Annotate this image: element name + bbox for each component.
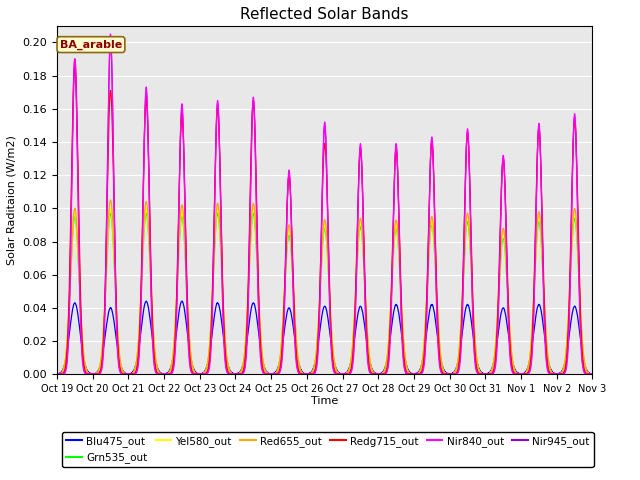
Line: Grn535_out: Grn535_out <box>57 213 593 374</box>
Nir840_out <box>476 372 483 377</box>
Grn535_out <box>305 371 312 377</box>
Nir840_out <box>107 31 115 37</box>
Redg715_out <box>476 371 483 376</box>
Nir840_out <box>150 356 157 361</box>
X-axis label: Time: Time <box>311 396 339 406</box>
Blu475_out <box>53 371 61 377</box>
Blu475_out <box>445 371 452 377</box>
Nir840_out <box>124 372 132 377</box>
Nir945_out <box>589 372 596 377</box>
Blu475_out <box>150 343 157 349</box>
Yel580_out <box>445 372 452 377</box>
Legend: Blu475_out, Grn535_out, Yel580_out, Red655_out, Redg715_out, Nir840_out, Nir945_: Blu475_out, Grn535_out, Yel580_out, Red6… <box>62 432 593 467</box>
Redg715_out <box>160 372 168 377</box>
Grn535_out <box>588 372 596 377</box>
Redg715_out <box>150 339 157 345</box>
Grn535_out <box>214 210 221 216</box>
Redg715_out <box>53 372 61 377</box>
Yel580_out <box>107 205 115 211</box>
Red655_out <box>589 372 596 377</box>
Blu475_out <box>475 366 483 372</box>
Text: BA_arable: BA_arable <box>60 39 122 50</box>
Yel580_out <box>53 371 61 377</box>
Line: Nir840_out: Nir840_out <box>57 34 593 374</box>
Yel580_out <box>476 368 483 373</box>
Red655_out <box>415 370 423 375</box>
Nir840_out <box>445 372 452 377</box>
Redg715_out <box>445 372 452 377</box>
Grn535_out <box>149 328 157 334</box>
Nir945_out <box>415 372 423 377</box>
Grn535_out <box>475 367 483 373</box>
Yel580_out <box>305 371 312 377</box>
Blu475_out <box>588 371 596 377</box>
Red655_out <box>305 371 312 377</box>
Nir945_out <box>516 372 524 377</box>
Blu475_out <box>143 298 150 304</box>
Nir945_out <box>150 347 157 352</box>
Red655_out <box>588 372 596 377</box>
Nir945_out <box>445 372 452 377</box>
Red655_out <box>107 197 115 203</box>
Redg715_out <box>415 371 423 377</box>
Nir840_out <box>305 372 312 377</box>
Line: Redg715_out: Redg715_out <box>57 59 593 374</box>
Line: Yel580_out: Yel580_out <box>57 208 593 374</box>
Line: Nir945_out: Nir945_out <box>57 42 593 374</box>
Yel580_out <box>589 372 596 377</box>
Title: Reflected Solar Bands: Reflected Solar Bands <box>241 7 409 22</box>
Yel580_out <box>150 329 157 335</box>
Grn535_out <box>445 372 452 377</box>
Nir945_out <box>53 372 61 377</box>
Yel580_out <box>588 372 596 377</box>
Nir840_out <box>588 372 596 377</box>
Nir945_out <box>475 371 483 377</box>
Blu475_out <box>589 372 596 377</box>
Nir840_out <box>53 372 61 377</box>
Redg715_out <box>305 372 312 377</box>
Redg715_out <box>589 372 596 377</box>
Red655_out <box>476 367 483 373</box>
Nir945_out <box>107 39 115 45</box>
Redg715_out <box>71 56 79 62</box>
Yel580_out <box>374 372 382 377</box>
Red655_out <box>445 372 452 377</box>
Yel580_out <box>415 370 423 375</box>
Line: Red655_out: Red655_out <box>57 200 593 374</box>
Blu475_out <box>589 372 596 377</box>
Nir945_out <box>588 372 596 377</box>
Blu475_out <box>415 368 423 374</box>
Blu475_out <box>305 371 312 377</box>
Red655_out <box>150 327 157 333</box>
Y-axis label: Solar Raditaion (W/m2): Solar Raditaion (W/m2) <box>7 135 17 265</box>
Nir840_out <box>589 372 596 377</box>
Grn535_out <box>53 372 61 377</box>
Line: Blu475_out: Blu475_out <box>57 301 593 374</box>
Redg715_out <box>588 372 596 377</box>
Red655_out <box>445 372 453 377</box>
Grn535_out <box>415 370 423 375</box>
Red655_out <box>53 372 61 377</box>
Nir840_out <box>415 371 423 377</box>
Grn535_out <box>589 372 596 377</box>
Nir945_out <box>305 372 312 377</box>
